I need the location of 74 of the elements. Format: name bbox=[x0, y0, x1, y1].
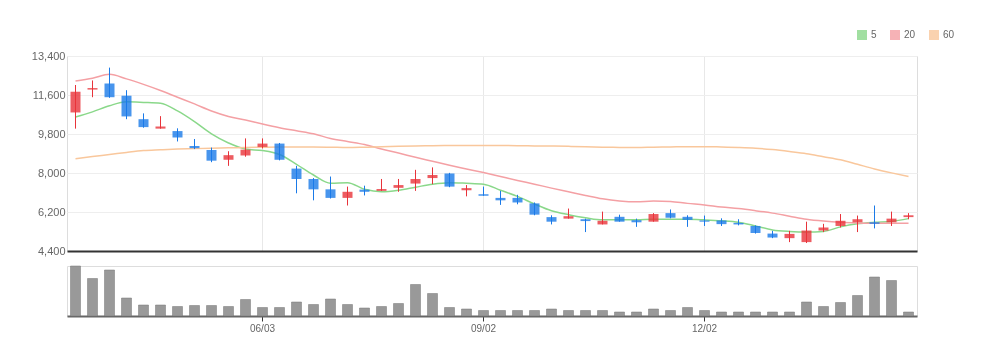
candlestick bbox=[104, 67, 115, 99]
y-tick-label: 11,600 bbox=[32, 88, 66, 101]
bar bbox=[359, 307, 370, 317]
bar bbox=[716, 311, 727, 317]
candlestick bbox=[308, 177, 319, 201]
bar bbox=[597, 310, 608, 317]
candlestick bbox=[801, 221, 812, 244]
bar bbox=[665, 310, 676, 317]
bar bbox=[784, 311, 795, 317]
candlestick bbox=[291, 165, 302, 194]
bar bbox=[461, 308, 472, 317]
bar bbox=[189, 305, 200, 317]
bar bbox=[223, 306, 234, 317]
bar bbox=[614, 311, 625, 317]
legend-label: 20 bbox=[904, 29, 916, 40]
line-series bbox=[74, 73, 910, 224]
candlestick bbox=[869, 205, 880, 229]
bar bbox=[393, 303, 404, 317]
y-tick-label: 13,400 bbox=[31, 49, 66, 62]
y-tick-label: 8,000 bbox=[37, 166, 66, 179]
bar bbox=[750, 311, 761, 317]
bar bbox=[87, 278, 98, 317]
bar bbox=[342, 304, 353, 317]
bar bbox=[529, 310, 540, 317]
bar bbox=[444, 307, 455, 317]
bar bbox=[648, 308, 659, 317]
candlestick bbox=[121, 89, 132, 120]
bar bbox=[155, 304, 166, 317]
bar bbox=[478, 310, 489, 317]
bar bbox=[512, 310, 523, 317]
bar bbox=[138, 304, 149, 317]
bar bbox=[410, 284, 421, 317]
bar bbox=[308, 304, 319, 317]
bar bbox=[580, 310, 591, 317]
bar bbox=[274, 307, 285, 317]
x-tick-label: 06/03 bbox=[249, 322, 276, 334]
candlestick bbox=[410, 169, 421, 192]
bar bbox=[767, 311, 778, 317]
bar bbox=[869, 276, 880, 317]
bar bbox=[699, 310, 710, 317]
candlestick bbox=[70, 84, 81, 130]
bar bbox=[104, 269, 115, 317]
bar bbox=[121, 297, 132, 317]
bar bbox=[631, 311, 642, 317]
bar bbox=[903, 311, 914, 317]
x-tick-label: 12/02 bbox=[691, 322, 718, 334]
bar bbox=[563, 310, 574, 317]
bar bbox=[682, 307, 693, 317]
candlestick bbox=[325, 176, 336, 199]
bar bbox=[818, 306, 829, 317]
bar bbox=[427, 293, 438, 317]
bar bbox=[886, 280, 897, 317]
bar bbox=[325, 298, 336, 317]
bar bbox=[257, 307, 268, 317]
candlestick bbox=[342, 186, 353, 206]
bar bbox=[546, 308, 557, 317]
bar bbox=[376, 306, 387, 317]
bar bbox=[172, 306, 183, 317]
bar bbox=[495, 310, 506, 317]
y-tick-label: 9,800 bbox=[37, 127, 66, 140]
legend-label: 60 bbox=[943, 29, 955, 40]
y-tick-label: 6,200 bbox=[37, 205, 66, 218]
bar bbox=[852, 295, 863, 317]
bar bbox=[835, 302, 846, 317]
bar bbox=[801, 301, 812, 317]
bar bbox=[240, 299, 251, 317]
legend-label: 5 bbox=[871, 29, 877, 40]
bar bbox=[206, 305, 217, 317]
bar bbox=[733, 311, 744, 317]
line-series bbox=[74, 144, 910, 178]
y-tick-label: 4,400 bbox=[37, 244, 66, 257]
bar bbox=[70, 265, 81, 317]
x-tick-label: 09/02 bbox=[470, 322, 497, 334]
bar bbox=[291, 301, 302, 317]
